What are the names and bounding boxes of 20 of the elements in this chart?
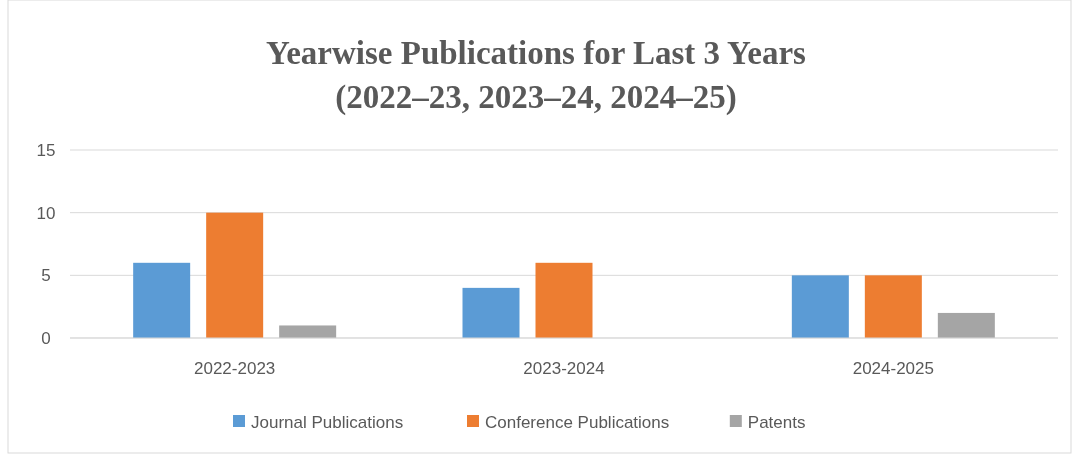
y-tick-label: 10 <box>36 203 56 223</box>
bar <box>279 325 337 338</box>
x-tick-label: 2024-2025 <box>852 359 934 378</box>
y-tick-label: 5 <box>41 266 51 286</box>
chart-title: Yearwise Publications for Last 3 Years <box>266 35 807 71</box>
chart-subtitle: (2022–23, 2023–24, 2024–25) <box>335 79 737 116</box>
legend-label: Patents <box>747 412 806 432</box>
bar <box>791 275 849 338</box>
bar <box>462 287 520 338</box>
y-tick-label: 15 <box>36 140 56 160</box>
bar <box>133 262 191 338</box>
legend-label: Journal Publications <box>251 412 404 432</box>
x-tick-label: 2022-2023 <box>194 359 276 378</box>
bar <box>864 275 922 338</box>
x-tick-label: 2023-2024 <box>523 359 605 378</box>
bar <box>937 312 995 338</box>
bar <box>206 212 264 338</box>
y-tick-label: 0 <box>41 328 51 348</box>
legend-label: Conference Publications <box>485 412 670 432</box>
bar <box>535 262 593 338</box>
